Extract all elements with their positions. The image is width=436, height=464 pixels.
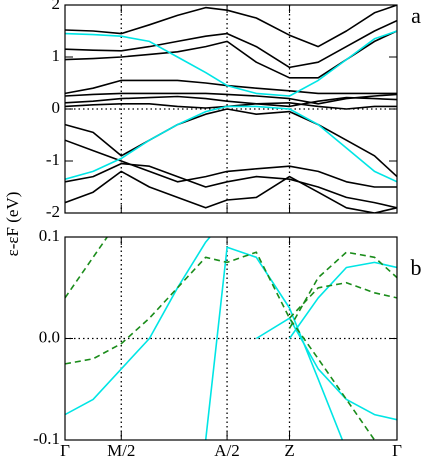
y-tick-label: 1 bbox=[52, 46, 61, 65]
band-line bbox=[65, 92, 397, 105]
plot-frame bbox=[64, 236, 398, 441]
band-line bbox=[65, 95, 397, 108]
band-line bbox=[65, 5, 397, 48]
band-line bbox=[65, 170, 397, 213]
band-line bbox=[65, 30, 397, 97]
plot-frame bbox=[64, 4, 398, 214]
x-tick-label: Γ bbox=[60, 441, 70, 460]
band-line bbox=[255, 317, 397, 421]
band-line bbox=[65, 30, 397, 79]
y-tick-label: -0.1 bbox=[33, 429, 60, 448]
band-line bbox=[65, 105, 397, 183]
y-axis-label: ε-εF (eV) bbox=[3, 192, 22, 257]
y-tick-label: -1 bbox=[46, 150, 60, 169]
panel-label: b bbox=[411, 255, 422, 280]
band-line bbox=[204, 246, 344, 440]
x-tick-label: A/2 bbox=[214, 441, 240, 460]
band-line bbox=[65, 162, 397, 209]
band-line bbox=[288, 281, 397, 319]
panel-label: a bbox=[411, 3, 421, 28]
x-tick-label: Γ bbox=[392, 441, 402, 460]
band-line bbox=[65, 139, 397, 188]
y-tick-label: 0.0 bbox=[39, 327, 60, 346]
x-tick-label: M/2 bbox=[107, 441, 135, 460]
band-line bbox=[65, 237, 109, 299]
y-tick-label: 2 bbox=[52, 0, 61, 13]
band-line bbox=[288, 251, 397, 329]
plot-area bbox=[65, 5, 397, 213]
y-tick-label: 0.1 bbox=[39, 226, 60, 245]
band-line bbox=[65, 237, 212, 416]
y-tick-label: -2 bbox=[46, 202, 60, 221]
plot-area bbox=[65, 237, 397, 440]
band-line bbox=[65, 251, 376, 440]
x-tick-label: Z bbox=[284, 441, 294, 460]
band-line bbox=[65, 108, 397, 178]
y-tick-label: 0 bbox=[52, 98, 61, 117]
band-line bbox=[65, 19, 397, 69]
